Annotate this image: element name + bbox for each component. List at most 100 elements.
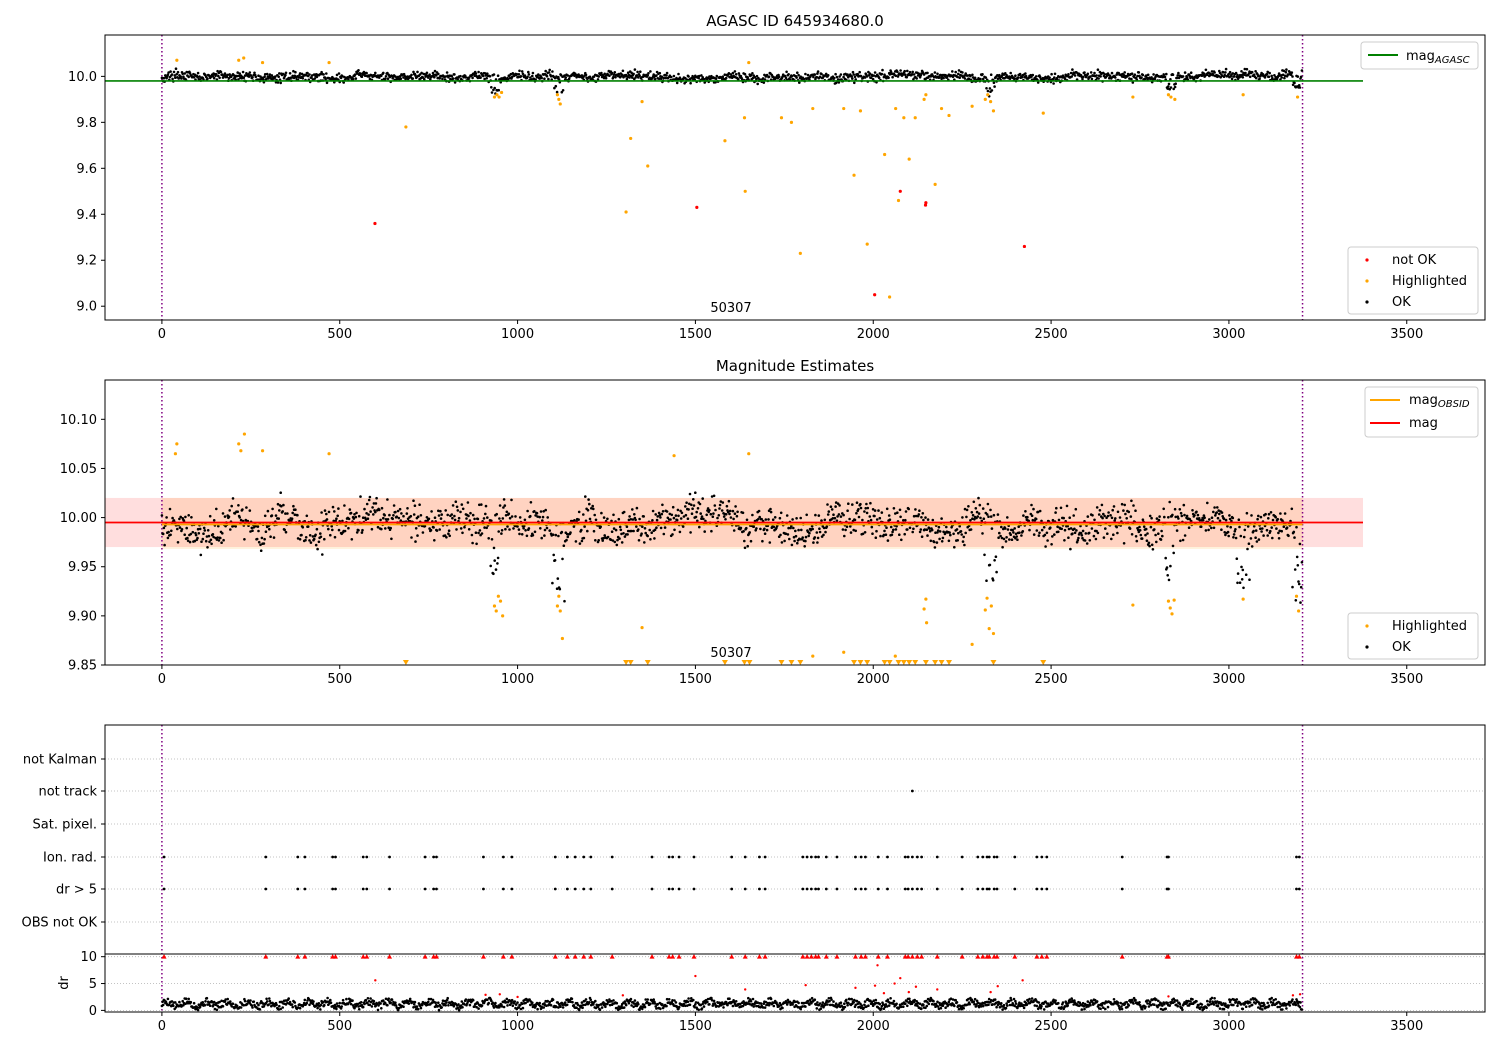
ok-point bbox=[687, 508, 690, 511]
highlighted-point bbox=[499, 90, 504, 95]
ok-point bbox=[1055, 506, 1058, 510]
ok-point bbox=[1014, 532, 1018, 536]
ok-point bbox=[480, 532, 484, 535]
dr-ok-point bbox=[457, 1008, 461, 1012]
ok-point bbox=[1210, 516, 1214, 519]
ok-point bbox=[1112, 533, 1115, 536]
ok-point bbox=[1288, 71, 1292, 74]
ok-point bbox=[552, 553, 555, 557]
flag-point bbox=[886, 887, 889, 891]
ok-point bbox=[690, 512, 694, 515]
ok-point bbox=[1181, 538, 1185, 542]
ok-point bbox=[787, 526, 790, 530]
ok-point bbox=[268, 73, 272, 76]
ok-point bbox=[604, 76, 608, 80]
flag-point bbox=[985, 887, 989, 891]
flag-point bbox=[995, 855, 999, 859]
flag-point bbox=[1297, 855, 1301, 859]
ok-point bbox=[1010, 538, 1014, 541]
dr-ok-point bbox=[944, 1006, 947, 1009]
ok-point bbox=[1167, 85, 1170, 88]
ok-point bbox=[563, 78, 567, 81]
dr-ok-point bbox=[205, 996, 209, 1000]
ok-point bbox=[817, 514, 821, 517]
ok-point bbox=[1041, 76, 1045, 80]
dr-ok-point bbox=[862, 1006, 865, 1010]
ok-point bbox=[169, 70, 172, 73]
ok-point bbox=[1240, 73, 1244, 77]
ok-point bbox=[713, 504, 717, 507]
ok-point bbox=[476, 517, 480, 521]
ok-point bbox=[842, 75, 845, 79]
ok-point bbox=[173, 74, 176, 77]
ok-point bbox=[378, 76, 381, 79]
dr-ok-point bbox=[848, 997, 851, 1001]
highlighted-point bbox=[1169, 95, 1173, 99]
dr-ok-point bbox=[384, 997, 388, 1001]
highlighted-below-marker bbox=[912, 660, 919, 665]
dr-ok-point bbox=[296, 1006, 300, 1009]
ok-point bbox=[680, 511, 684, 515]
ok-point bbox=[402, 514, 405, 518]
magnitude-legend-bottom: Highlighted OK bbox=[1347, 612, 1479, 660]
ok-point bbox=[319, 532, 322, 535]
dr-ok-point bbox=[376, 1008, 380, 1012]
ok-point bbox=[506, 78, 510, 81]
dr-ok-point bbox=[365, 1001, 369, 1004]
dr-ok-point bbox=[785, 1001, 788, 1004]
ok-point bbox=[325, 512, 328, 516]
ok-point bbox=[447, 532, 450, 535]
dr-ok-point bbox=[257, 1003, 260, 1007]
ok-point bbox=[851, 70, 855, 74]
dr-ok-point bbox=[973, 1002, 976, 1006]
ok-point bbox=[626, 75, 629, 79]
ok-point bbox=[777, 535, 781, 538]
ok-point bbox=[836, 515, 839, 518]
ok-point bbox=[577, 518, 580, 521]
dr-ok-point bbox=[654, 1005, 657, 1008]
ok-point bbox=[334, 519, 338, 523]
dr-ok-point bbox=[791, 1003, 794, 1006]
ok-point bbox=[752, 525, 755, 528]
ok-point bbox=[866, 506, 870, 510]
ok-point bbox=[835, 519, 839, 522]
ok-point bbox=[745, 518, 749, 522]
ok-point bbox=[467, 76, 471, 79]
dr-ok-point bbox=[882, 1007, 886, 1010]
ok-point bbox=[1289, 73, 1293, 76]
not-ok-point bbox=[695, 205, 699, 209]
ok-point bbox=[1067, 536, 1070, 539]
ok-point bbox=[502, 506, 505, 509]
flag-point bbox=[582, 855, 586, 859]
dr-ok-point bbox=[431, 998, 435, 1002]
highlighted-point bbox=[858, 109, 863, 113]
ok-point bbox=[751, 76, 755, 80]
dr-ok-point bbox=[178, 1000, 181, 1004]
ok-point bbox=[176, 541, 180, 544]
ok-point bbox=[492, 546, 496, 550]
ok-point bbox=[929, 539, 933, 543]
ok-point bbox=[625, 525, 629, 528]
ok-point bbox=[788, 537, 791, 541]
ok-point bbox=[546, 516, 549, 519]
dr-ok-point bbox=[767, 1003, 771, 1007]
dr-ok-point bbox=[623, 1000, 627, 1003]
ok-point bbox=[696, 507, 700, 510]
dr-ok-point bbox=[436, 1005, 440, 1008]
ok-point bbox=[1095, 529, 1098, 533]
legend-subscript: OBSID bbox=[1438, 399, 1470, 410]
ok-point bbox=[540, 536, 543, 540]
ok-point bbox=[743, 546, 747, 550]
dr-ok-point bbox=[293, 1001, 297, 1004]
ok-point bbox=[365, 512, 368, 515]
dr-ok-point bbox=[510, 1002, 513, 1005]
ok-point bbox=[485, 526, 489, 530]
ok-point bbox=[383, 514, 387, 517]
ok-point bbox=[637, 528, 640, 531]
ok-point bbox=[1241, 76, 1245, 79]
dr-ok-point bbox=[828, 1003, 832, 1007]
ok-point bbox=[940, 517, 943, 520]
ok-point bbox=[1036, 81, 1040, 84]
dr-ok-point bbox=[518, 1004, 522, 1007]
ok-point bbox=[1281, 73, 1285, 77]
